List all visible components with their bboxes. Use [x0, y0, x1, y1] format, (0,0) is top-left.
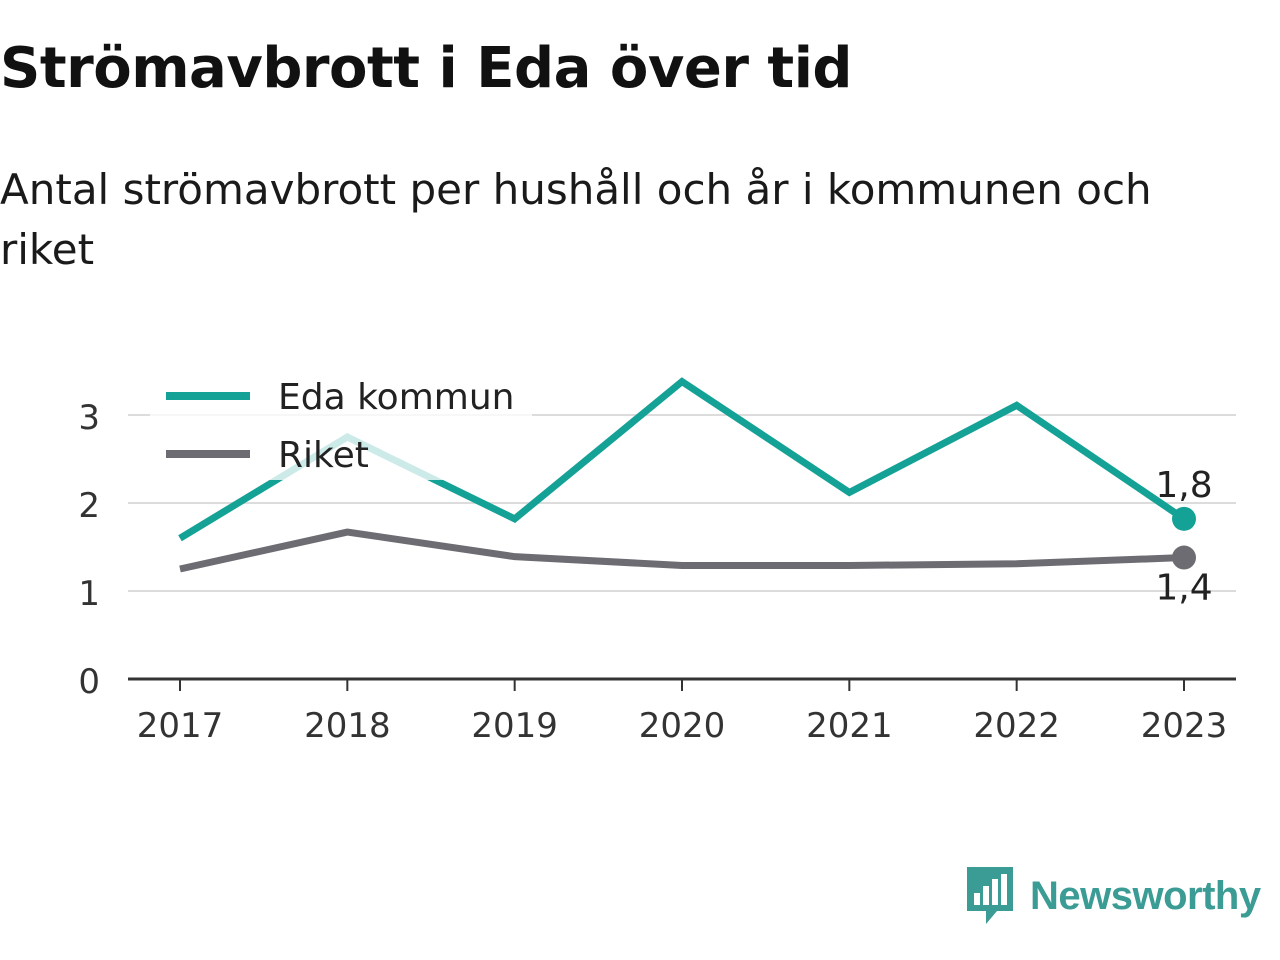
end-point-marker	[1172, 506, 1196, 531]
newsworthy-logo-icon	[967, 867, 1013, 924]
brand-name: Newsworthy	[1030, 873, 1261, 918]
y-tick-label: 1	[78, 574, 100, 614]
newsworthy-logo: Newsworthy	[964, 864, 1261, 928]
y-tick-label: 2	[78, 486, 100, 526]
end-point-marker	[1172, 545, 1196, 570]
x-tick-label: 2021	[806, 706, 893, 746]
x-tick-label: 2020	[639, 706, 726, 746]
legend-label: Riket	[278, 435, 369, 476]
legend-label: Eda kommun	[278, 377, 514, 418]
end-label-eda-kommun: 1,8	[1155, 465, 1212, 506]
chart-title: Strömavbrott i Eda över tid	[0, 36, 852, 101]
data-labels: 1,8 1,4	[1155, 465, 1212, 609]
x-tick-label: 2022	[973, 706, 1060, 746]
chart-subtitle: Antal strömavbrott per hushåll och år i …	[0, 165, 1152, 274]
x-tick-label: 2018	[304, 706, 391, 746]
legend: Eda kommun Riket	[150, 368, 532, 480]
x-tick-label: 2019	[471, 706, 558, 746]
axes: 0 1 2 3 2017 2018 2019 2020 2021 2022 2023	[78, 398, 1236, 746]
legend-background	[150, 368, 532, 480]
y-tick-label: 0	[78, 662, 100, 702]
y-tick-label: 3	[78, 398, 100, 438]
x-tick-label: 2023	[1141, 706, 1228, 746]
end-label-riket: 1,4	[1155, 568, 1212, 609]
x-tick-label: 2017	[137, 706, 224, 746]
series-line-riket	[179, 528, 1185, 573]
